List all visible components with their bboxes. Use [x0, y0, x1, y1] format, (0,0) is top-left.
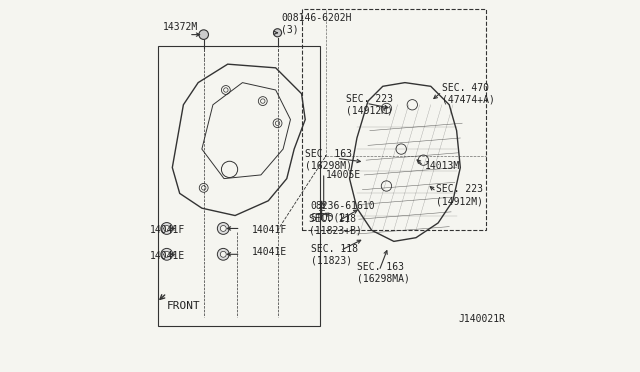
Text: 14041E: 14041E: [252, 247, 287, 257]
Text: SEC. 163
(16298MA): SEC. 163 (16298MA): [357, 262, 410, 283]
Text: SEC. 118
(11823+B): SEC. 118 (11823+B): [309, 214, 362, 235]
Text: 14005E: 14005E: [326, 170, 361, 180]
Circle shape: [161, 248, 173, 260]
Circle shape: [418, 155, 429, 165]
Circle shape: [381, 103, 392, 113]
Text: 08236-61610
STUD(2): 08236-61610 STUD(2): [311, 201, 376, 223]
Circle shape: [218, 248, 229, 260]
Text: 14013M: 14013M: [425, 161, 460, 171]
Text: 008146-6202H
(3): 008146-6202H (3): [281, 13, 352, 34]
Text: SEC. 223
(14912M): SEC. 223 (14912M): [346, 94, 393, 116]
Text: SEC. 223
(14912M): SEC. 223 (14912M): [436, 185, 483, 206]
Text: 14041E: 14041E: [150, 251, 186, 261]
Circle shape: [218, 222, 229, 234]
Text: FRONT: FRONT: [167, 301, 200, 311]
Text: 14372M: 14372M: [163, 22, 198, 32]
Text: J140021R: J140021R: [458, 314, 506, 324]
Text: SEC. 118
(11823): SEC. 118 (11823): [311, 244, 358, 265]
Circle shape: [381, 181, 392, 191]
Text: SEC. 163
(16298M): SEC. 163 (16298M): [305, 149, 352, 171]
Circle shape: [220, 225, 226, 231]
Text: 14041F: 14041F: [252, 225, 287, 235]
Text: SEC. 470
(47474+A): SEC. 470 (47474+A): [442, 83, 495, 105]
Circle shape: [164, 225, 170, 231]
Text: 14041F: 14041F: [150, 225, 186, 235]
Circle shape: [396, 144, 406, 154]
Circle shape: [199, 30, 209, 39]
Circle shape: [161, 222, 173, 234]
Circle shape: [164, 251, 170, 257]
Circle shape: [273, 29, 282, 37]
Circle shape: [220, 251, 226, 257]
Circle shape: [407, 100, 417, 110]
